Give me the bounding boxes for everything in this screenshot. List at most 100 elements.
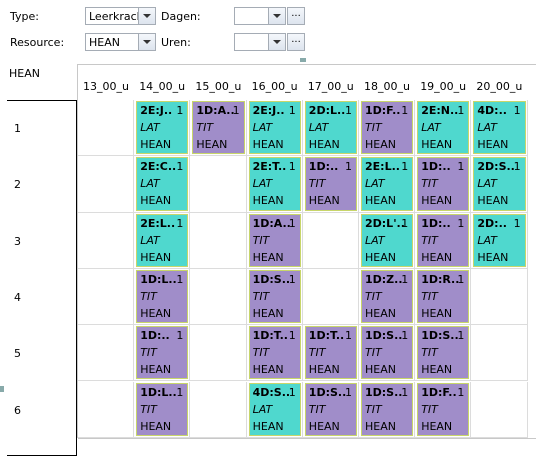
- lesson-card[interactable]: 1D:S.. 1 TIT HEAN: [361, 326, 414, 380]
- column-header: 19_00_u: [420, 80, 467, 93]
- dagen-combo[interactable]: [234, 7, 286, 25]
- grid-cell[interactable]: [134, 268, 191, 326]
- grid-cell[interactable]: [359, 100, 416, 157]
- lesson-teacher: HEAN: [365, 194, 396, 208]
- lesson-card[interactable]: 1D:.. 1 TIT HEAN: [417, 213, 470, 267]
- lesson-card[interactable]: 2E:C.. 1 LAT HEAN: [136, 157, 189, 211]
- grid-cell[interactable]: [415, 100, 472, 157]
- lesson-card[interactable]: 2D:L'.. 1 LAT HEAN: [361, 213, 414, 267]
- lesson-card[interactable]: 4D:S.. 1 LAT HEAN: [248, 382, 301, 436]
- lesson-teacher: HEAN: [477, 250, 509, 264]
- grid-cell[interactable]: [246, 381, 303, 438]
- lesson-card[interactable]: 1D:R.. 1 TIT HEAN: [417, 269, 470, 324]
- uren-combo[interactable]: [234, 33, 286, 51]
- dagen-browse[interactable]: ...: [287, 7, 305, 25]
- grid-cell[interactable]: [471, 212, 528, 269]
- grid-cell[interactable]: [246, 268, 303, 326]
- type-label: Type:: [10, 10, 39, 23]
- dropdown-arrow[interactable]: [138, 34, 155, 50]
- lesson-card[interactable]: 1D:L.. 1 TIT HEAN: [136, 269, 189, 324]
- lesson-card[interactable]: 1D:F.. 1 TIT HEAN: [417, 382, 470, 436]
- lesson-card[interactable]: 2E:J.. 1 LAT HEAN: [248, 101, 301, 155]
- lesson-card[interactable]: 1D:S.. 1 TIT HEAN: [248, 269, 301, 324]
- grid-cell[interactable]: [471, 156, 528, 213]
- grid-cell[interactable]: [246, 156, 303, 213]
- grid-cell[interactable]: [302, 100, 359, 157]
- lesson-count: 1: [401, 385, 409, 399]
- grid-cell[interactable]: [134, 156, 191, 213]
- lesson-subject: LAT: [252, 177, 273, 191]
- grid-cell[interactable]: [134, 325, 191, 382]
- grid-cell[interactable]: [471, 100, 528, 157]
- lesson-card[interactable]: 1D:Z.. 1 TIT HEAN: [361, 269, 414, 324]
- lesson-card[interactable]: 2E:L.. 1 LAT HEAN: [361, 157, 414, 211]
- grid-cell[interactable]: [134, 100, 191, 157]
- uren-browse[interactable]: ...: [287, 33, 305, 51]
- lesson-card[interactable]: 2D:S.. 1 LAT HEAN: [473, 157, 526, 211]
- grid-cell[interactable]: [134, 381, 191, 438]
- lesson-card[interactable]: 2E:L.. 1 LAT HEAN: [136, 213, 189, 267]
- lesson-card[interactable]: 1D:L.. 1 TIT HEAN: [136, 382, 189, 436]
- resource-combo[interactable]: HEAN: [85, 33, 156, 51]
- grid-cell[interactable]: [302, 156, 359, 213]
- lesson-subject: LAT: [421, 121, 441, 134]
- grid-cell[interactable]: [134, 212, 191, 269]
- lesson-card[interactable]: 4D:.. 1 LAT HEAN: [473, 101, 526, 155]
- lesson-code: 1D:T..: [252, 329, 288, 343]
- dropdown-arrow[interactable]: [138, 8, 155, 24]
- grid-cell[interactable]: [246, 100, 303, 157]
- lesson-subject: LAT: [308, 121, 329, 134]
- lesson-subject: TIT: [252, 289, 270, 303]
- lesson-card[interactable]: 1D:S.. 1 TIT HEAN: [304, 382, 357, 436]
- lesson-subject: TIT: [365, 402, 382, 416]
- grid-cell[interactable]: [246, 325, 303, 382]
- splitter-handle[interactable]: [300, 58, 306, 62]
- grid-cell[interactable]: [246, 212, 303, 269]
- grid-cell[interactable]: [415, 212, 472, 269]
- grid-cell[interactable]: [415, 156, 472, 213]
- lesson-card[interactable]: 2D:L.. 1 LAT HEAN: [304, 101, 357, 155]
- grid-cell[interactable]: [190, 100, 247, 157]
- splitter-handle[interactable]: [0, 386, 4, 392]
- lesson-card[interactable]: 1D:A.. 1 TIT HEAN: [192, 101, 245, 155]
- dropdown-arrow[interactable]: [268, 34, 285, 50]
- lesson-card[interactable]: 1D:.. 1 TIT HEAN: [136, 326, 189, 380]
- lesson-card[interactable]: 1D:.. 1 TIT HEAN: [304, 157, 357, 211]
- dropdown-arrow[interactable]: [268, 8, 285, 24]
- lesson-teacher: HEAN: [421, 419, 453, 433]
- lesson-card[interactable]: 1D:T.. 1 TIT HEAN: [304, 326, 357, 380]
- lesson-card[interactable]: 1D:T.. 1 TIT HEAN: [248, 326, 301, 380]
- lesson-teacher: HEAN: [252, 363, 284, 377]
- lesson-card[interactable]: 2E:T.. 1 LAT HEAN: [248, 157, 301, 211]
- corner-label: HEAN: [9, 67, 40, 80]
- grid-cell[interactable]: [415, 268, 472, 326]
- column-header: 16_00_u: [251, 80, 298, 93]
- lesson-count: 1: [401, 104, 409, 117]
- lesson-count: 1: [288, 329, 296, 343]
- lesson-code: 2E:T..: [252, 160, 287, 174]
- grid-cell[interactable]: [415, 325, 472, 382]
- grid-cell[interactable]: [415, 381, 472, 438]
- lesson-card[interactable]: 2D:.. 1 LAT HEAN: [473, 213, 526, 267]
- grid-cell[interactable]: [359, 325, 416, 382]
- lesson-card[interactable]: 2E:J.. 1 LAT HEAN: [136, 101, 189, 155]
- lesson-card[interactable]: 1D:A.. 1 TIT HEAN: [248, 213, 301, 267]
- lesson-card[interactable]: 1D:S.. 1 TIT HEAN: [361, 382, 414, 436]
- type-combo[interactable]: Leerkrach: [85, 7, 156, 25]
- grid-cell: [190, 381, 247, 438]
- grid-cell[interactable]: [359, 268, 416, 326]
- lesson-card[interactable]: 2E:N.. 1 LAT HEAN: [417, 101, 470, 155]
- lesson-teacher: HEAN: [421, 250, 453, 264]
- grid-cell[interactable]: [359, 381, 416, 438]
- grid-cell[interactable]: [359, 156, 416, 213]
- lesson-card[interactable]: 1D:F.. 1 TIT HEAN: [361, 101, 414, 155]
- lesson-subject: TIT: [140, 346, 157, 360]
- grid-cell[interactable]: [302, 325, 359, 382]
- lesson-card[interactable]: 1D:.. 1 TIT HEAN: [417, 157, 470, 211]
- lesson-code: 4D:..: [477, 104, 507, 117]
- grid-cell[interactable]: [302, 381, 359, 438]
- lesson-card[interactable]: 1D:S.. 1 TIT HEAN: [417, 326, 470, 380]
- lesson-count: 1: [344, 329, 352, 343]
- grid-cell[interactable]: [359, 212, 416, 269]
- lesson-code: 1D:Z..: [365, 272, 403, 286]
